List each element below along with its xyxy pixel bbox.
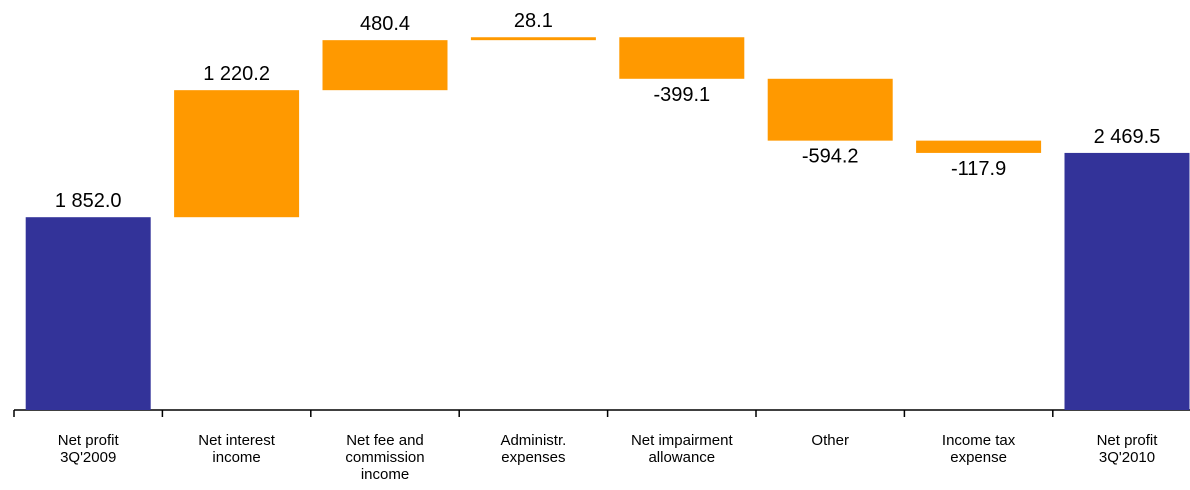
bar <box>322 40 448 91</box>
x-tick-label: Administr. expenses <box>500 432 567 466</box>
bar <box>1064 152 1190 411</box>
bar <box>25 217 151 410</box>
bar <box>916 140 1042 153</box>
bar <box>767 78 893 141</box>
x-tick-label: Net profit 3Q'2010 <box>1096 432 1158 466</box>
bar <box>619 37 745 79</box>
value-label: 480.4 <box>360 13 410 35</box>
bar <box>174 90 300 218</box>
value-label: 1 852.0 <box>55 190 122 212</box>
x-tick-label: Other <box>811 432 849 449</box>
value-label: -399.1 <box>653 84 710 106</box>
bar <box>470 37 596 41</box>
value-label: -117.9 <box>951 158 1006 180</box>
x-tick-label: Net interest income <box>198 432 275 466</box>
value-label: 28.1 <box>514 10 553 32</box>
value-label: 1 220.2 <box>203 63 270 85</box>
value-label: 2 469.5 <box>1094 126 1161 148</box>
value-label: -594.2 <box>802 146 859 168</box>
x-tick-label: Net fee and commission income <box>345 432 425 483</box>
x-tick-label: Income tax expense <box>941 432 1016 466</box>
chart: 1 852.0 1 220.2 480.4 28.1 -399.1 -594.2 -117.… <box>13 10 1190 417</box>
x-tick-label: Net profit 3Q'2009 <box>57 432 119 466</box>
x-tick-label: Net impairment allowance <box>630 432 733 466</box>
